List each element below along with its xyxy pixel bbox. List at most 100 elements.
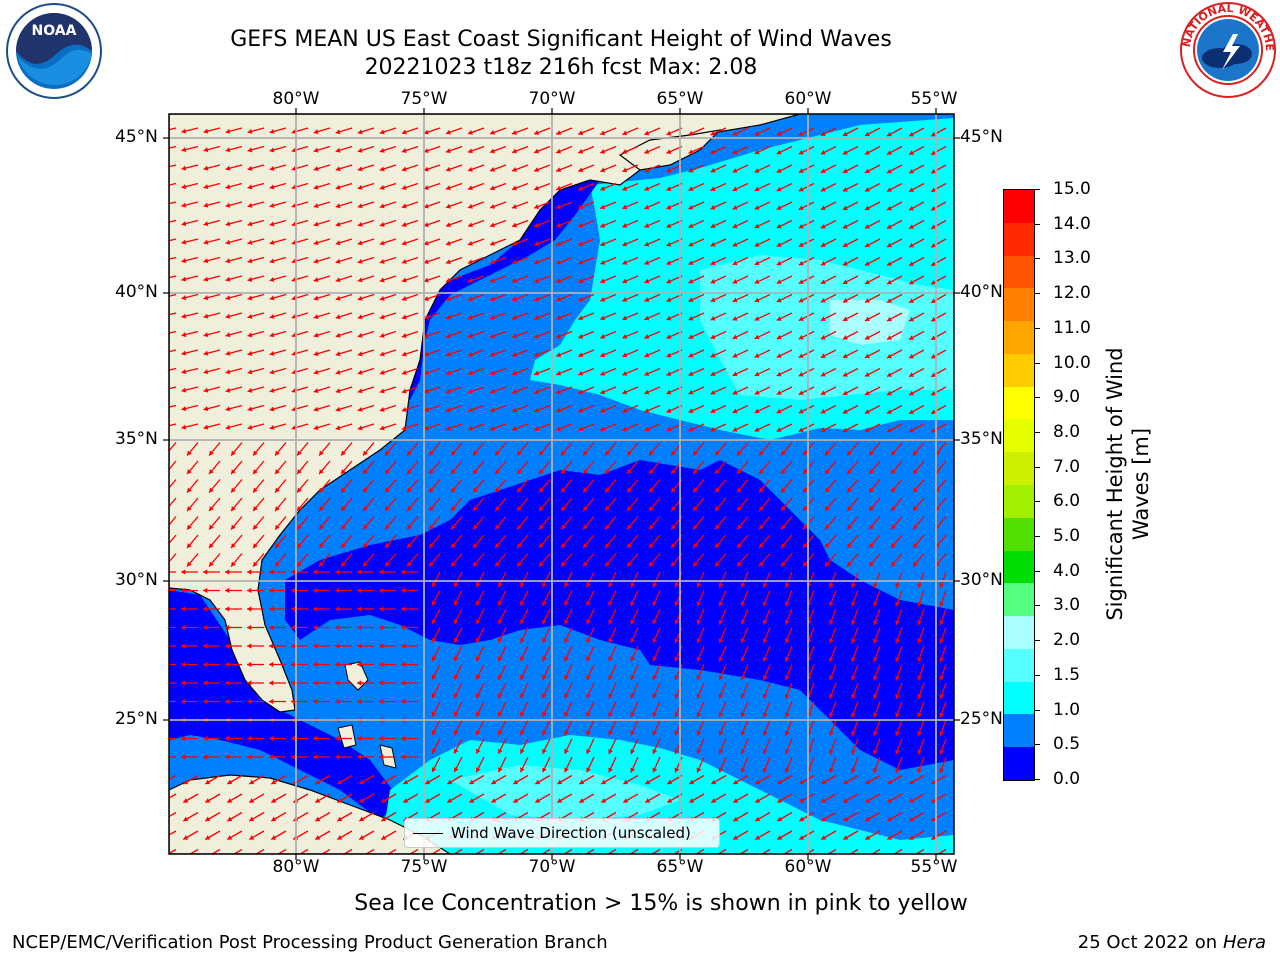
wave-arrow-head bbox=[475, 582, 481, 588]
wave-arrow-head bbox=[820, 186, 826, 192]
wave-arrow-head bbox=[491, 798, 497, 803]
wave-arrow-head bbox=[671, 561, 676, 567]
wave-arrow-head bbox=[652, 712, 658, 718]
wave-arrow-head bbox=[622, 167, 628, 173]
wave-arrow-head bbox=[379, 388, 385, 394]
wave-arrow-head bbox=[586, 600, 591, 606]
wave-arrow-head bbox=[181, 406, 187, 412]
colorbar-segment bbox=[1004, 681, 1034, 715]
sea-ice-note: Sea Ice Concentration > 15% is shown in … bbox=[354, 891, 968, 916]
wave-arrow-head bbox=[864, 427, 870, 433]
wave-arrow-head bbox=[423, 370, 429, 376]
wave-arrow-head bbox=[740, 638, 746, 644]
wave-arrow-head bbox=[269, 587, 274, 594]
wave-arrow-head bbox=[843, 798, 849, 803]
wave-arrow-head bbox=[557, 779, 563, 785]
wave-arrow-head bbox=[475, 748, 481, 754]
wave-arrow-head bbox=[887, 798, 893, 803]
wave-arrow-head bbox=[534, 370, 540, 376]
colorbar-segment bbox=[1004, 353, 1034, 388]
wave-arrow-head bbox=[335, 166, 341, 172]
wave-arrow-head bbox=[586, 582, 591, 588]
wave-arrow-head bbox=[652, 656, 658, 662]
wave-arrow-head bbox=[247, 698, 252, 705]
wave-arrow-head bbox=[203, 313, 209, 319]
wave-arrow-head bbox=[825, 543, 830, 549]
wave-arrow-head bbox=[711, 798, 717, 803]
wave-arrow-head bbox=[379, 203, 385, 209]
colorbar-segment bbox=[1004, 485, 1034, 519]
wave-arrow-head bbox=[423, 351, 429, 357]
colorbar-tick-label: 1.5 bbox=[1053, 664, 1081, 685]
wave-arrow-head bbox=[869, 561, 874, 567]
colorbar-tick-label: 4.0 bbox=[1053, 560, 1081, 581]
wave-arrow-head bbox=[227, 835, 233, 840]
wave-arrow-head bbox=[718, 638, 724, 644]
wave-arrow-head bbox=[873, 730, 878, 736]
wave-arrow-head bbox=[715, 469, 720, 475]
wave-arrow-head bbox=[556, 278, 562, 284]
wave-arrow-head bbox=[159, 369, 164, 374]
wave-arrow-head bbox=[187, 506, 192, 512]
wave-arrow-head bbox=[917, 694, 923, 699]
wave-arrow-head bbox=[776, 242, 782, 247]
wave-arrow-head bbox=[674, 656, 680, 662]
wave-arrow-head bbox=[181, 295, 187, 301]
lon-label-bottom-60w: 60°W bbox=[784, 857, 832, 877]
wave-arrow-head bbox=[820, 260, 826, 266]
wave-region-light-south bbox=[450, 765, 680, 820]
wave-arrow-head bbox=[225, 424, 231, 430]
lon-label-top-60w: 60°W bbox=[784, 89, 832, 109]
wave-arrow-head bbox=[291, 754, 296, 760]
wave-arrow-head bbox=[803, 450, 808, 456]
wave-arrow-head bbox=[895, 694, 900, 699]
colorbar-tick-label: 13.0 bbox=[1053, 248, 1091, 269]
wave-arrow-head bbox=[740, 730, 746, 736]
wave-arrow-head bbox=[733, 835, 739, 840]
wave-arrow-head bbox=[495, 469, 500, 475]
wave-arrow-head bbox=[445, 314, 451, 320]
wave-arrow-head bbox=[578, 315, 584, 321]
wave-arrow bbox=[169, 423, 177, 427]
wave-arrow-head bbox=[732, 223, 738, 229]
wave-arrow-head bbox=[688, 130, 694, 136]
wave-arrow-head bbox=[512, 296, 517, 302]
wave-arrow-head bbox=[740, 656, 746, 662]
wave-arrow-head bbox=[776, 131, 782, 136]
wave-arrow-head bbox=[181, 239, 187, 245]
wave-arrow-head bbox=[335, 406, 341, 412]
wave-arrow-head bbox=[886, 298, 892, 303]
colorbar-tick-label: 8.0 bbox=[1053, 421, 1081, 442]
wave-arrow-head bbox=[578, 241, 584, 247]
wave-arrow-head bbox=[600, 352, 606, 358]
wave-arrow-head bbox=[227, 779, 233, 785]
wave-arrow-head bbox=[917, 657, 923, 662]
wave-arrow-head bbox=[864, 242, 870, 248]
wave-arrow-head bbox=[674, 767, 680, 773]
wave-arrow-head bbox=[275, 469, 280, 475]
wave-arrow-head bbox=[313, 425, 319, 431]
wave-arrow-head bbox=[909, 390, 915, 396]
colorbar-segment bbox=[1004, 255, 1034, 289]
wave-arrow-head bbox=[271, 816, 277, 822]
wave-arrow-head bbox=[385, 450, 390, 456]
wave-arrow-head bbox=[873, 749, 878, 755]
wave-arrow-head bbox=[622, 204, 628, 210]
wave-arrow-head bbox=[931, 390, 937, 396]
wave-arrow-head bbox=[828, 619, 834, 625]
wave-arrow-head bbox=[475, 656, 481, 662]
wave-arrow-head bbox=[315, 779, 321, 785]
wave-arrow-head bbox=[622, 389, 628, 395]
wave-arrow-head bbox=[534, 259, 540, 265]
wave-arrow-head bbox=[498, 582, 503, 588]
wave-arrow-head bbox=[490, 148, 495, 154]
wave-arrow-head bbox=[247, 735, 252, 742]
wave-arrow-head bbox=[909, 242, 915, 248]
wave-arrow-head bbox=[534, 278, 540, 283]
wave-arrow-head bbox=[181, 387, 187, 393]
wave-arrow-head bbox=[225, 258, 231, 264]
wave-arrow-head bbox=[313, 332, 319, 338]
wave-arrow-head bbox=[798, 427, 804, 432]
wave-arrow-head bbox=[578, 389, 584, 395]
